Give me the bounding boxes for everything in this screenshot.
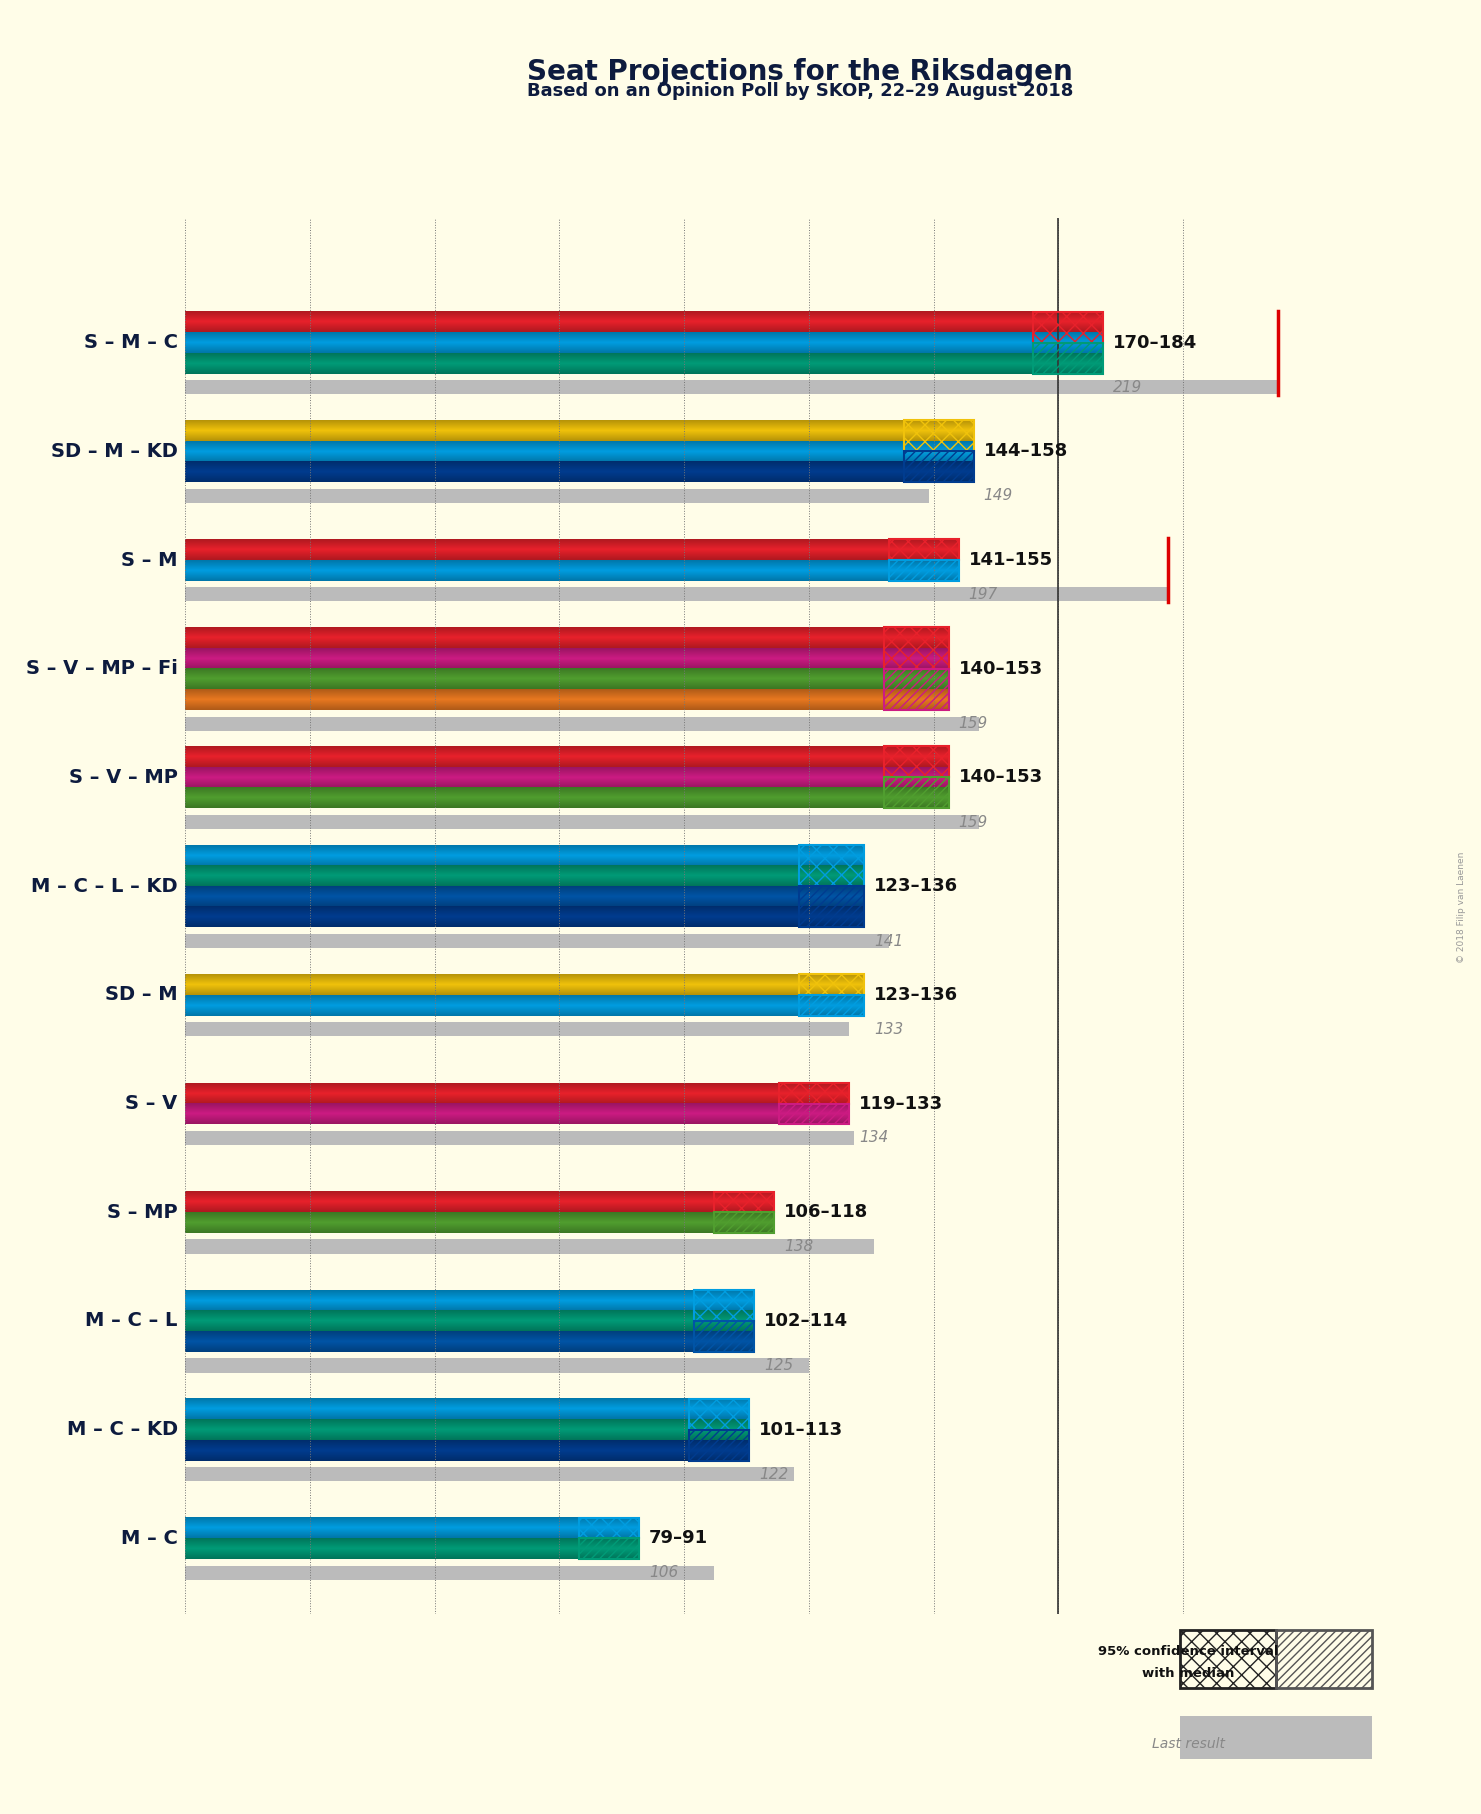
Bar	[884, 628, 949, 669]
Text: S – M: S – M	[121, 551, 178, 570]
Text: © 2018 Filip van Laenen: © 2018 Filip van Laenen	[1457, 851, 1466, 963]
Bar	[185, 809, 1333, 814]
Bar	[185, 1351, 1333, 1359]
Bar	[185, 490, 929, 502]
Text: 197: 197	[969, 586, 998, 602]
Bar	[884, 747, 949, 778]
Bar	[185, 1125, 1333, 1130]
Text: with median: with median	[1142, 1667, 1235, 1680]
Text: M – C: M – C	[121, 1529, 178, 1547]
Text: 140–153: 140–153	[958, 660, 1043, 678]
Bar	[798, 887, 863, 927]
Text: S – MP: S – MP	[107, 1203, 178, 1223]
Text: Last result: Last result	[1152, 1738, 1225, 1751]
Text: 106: 106	[649, 1565, 678, 1580]
Bar	[1034, 312, 1103, 343]
Bar	[185, 1359, 809, 1373]
Bar	[798, 974, 863, 994]
Bar	[185, 374, 1333, 381]
Text: 79–91: 79–91	[649, 1529, 708, 1547]
Text: S – V – MP – Fi: S – V – MP – Fi	[25, 658, 178, 678]
Bar	[579, 1538, 640, 1558]
Text: Based on an Opinion Poll by SKOP, 22–29 August 2018: Based on an Opinion Poll by SKOP, 22–29 …	[527, 82, 1072, 100]
Text: 133: 133	[874, 1021, 903, 1036]
Text: M – C – KD: M – C – KD	[67, 1420, 178, 1439]
Text: 219: 219	[1114, 379, 1142, 395]
Text: 159: 159	[958, 814, 988, 829]
Bar	[695, 1290, 754, 1321]
Bar	[779, 1103, 849, 1125]
Text: 119–133: 119–133	[859, 1094, 943, 1112]
Text: SD – M – KD: SD – M – KD	[50, 443, 178, 461]
Bar	[884, 778, 949, 809]
Bar	[1277, 1629, 1371, 1689]
Text: 95% confidence interval: 95% confidence interval	[1099, 1645, 1278, 1658]
Text: 149: 149	[983, 488, 1013, 504]
Bar	[185, 1558, 1333, 1565]
Bar	[185, 1468, 794, 1482]
Bar	[779, 1083, 849, 1103]
Text: M – C – L: M – C – L	[86, 1312, 178, 1330]
Text: 122: 122	[760, 1468, 788, 1482]
Text: 144–158: 144–158	[983, 443, 1068, 461]
Text: SD – M: SD – M	[105, 985, 178, 1005]
Text: 141–155: 141–155	[969, 551, 1053, 570]
Text: 170–184: 170–184	[1114, 334, 1198, 352]
Text: S – M – C: S – M – C	[83, 334, 178, 352]
Bar	[798, 845, 863, 887]
Bar	[689, 1399, 749, 1429]
Bar	[185, 1460, 1333, 1468]
Bar	[889, 561, 958, 580]
Text: 140–153: 140–153	[958, 769, 1043, 787]
Bar	[889, 539, 958, 561]
Text: Seat Projections for the Riksdagen: Seat Projections for the Riksdagen	[527, 58, 1072, 85]
Bar	[903, 452, 973, 483]
Bar	[185, 588, 1169, 602]
Bar	[185, 934, 889, 949]
Bar	[185, 717, 979, 731]
Bar	[185, 1016, 1333, 1021]
Text: 102–114: 102–114	[764, 1312, 849, 1330]
Bar	[1180, 1716, 1371, 1760]
Bar	[1034, 343, 1103, 374]
Bar	[903, 421, 973, 452]
Bar	[185, 483, 1333, 490]
Text: 125: 125	[764, 1359, 794, 1373]
Bar	[185, 381, 1278, 394]
Text: 134: 134	[859, 1130, 889, 1145]
Bar	[714, 1212, 775, 1234]
Bar	[185, 927, 1333, 934]
Bar	[1180, 1629, 1277, 1689]
Bar	[689, 1429, 749, 1460]
Bar	[185, 1130, 855, 1145]
Text: S – V: S – V	[126, 1094, 178, 1114]
Text: 141: 141	[874, 934, 903, 949]
Bar	[798, 994, 863, 1016]
Bar	[714, 1192, 775, 1212]
Bar	[185, 1234, 1333, 1239]
Text: S – V – MP: S – V – MP	[68, 767, 178, 787]
Bar	[185, 709, 1333, 717]
Bar	[695, 1321, 754, 1351]
Bar	[185, 1565, 714, 1580]
Text: 159: 159	[958, 717, 988, 731]
Text: M – C – L – KD: M – C – L – KD	[31, 876, 178, 896]
Bar	[185, 1239, 874, 1253]
Text: 101–113: 101–113	[760, 1420, 843, 1439]
Bar	[185, 1021, 849, 1036]
Bar	[185, 814, 979, 829]
Text: 138: 138	[783, 1239, 813, 1253]
Text: 123–136: 123–136	[874, 878, 958, 894]
Bar	[884, 669, 949, 709]
Bar	[185, 580, 1333, 588]
Text: 123–136: 123–136	[874, 985, 958, 1003]
Text: 106–118: 106–118	[783, 1203, 868, 1221]
Bar	[579, 1518, 640, 1538]
